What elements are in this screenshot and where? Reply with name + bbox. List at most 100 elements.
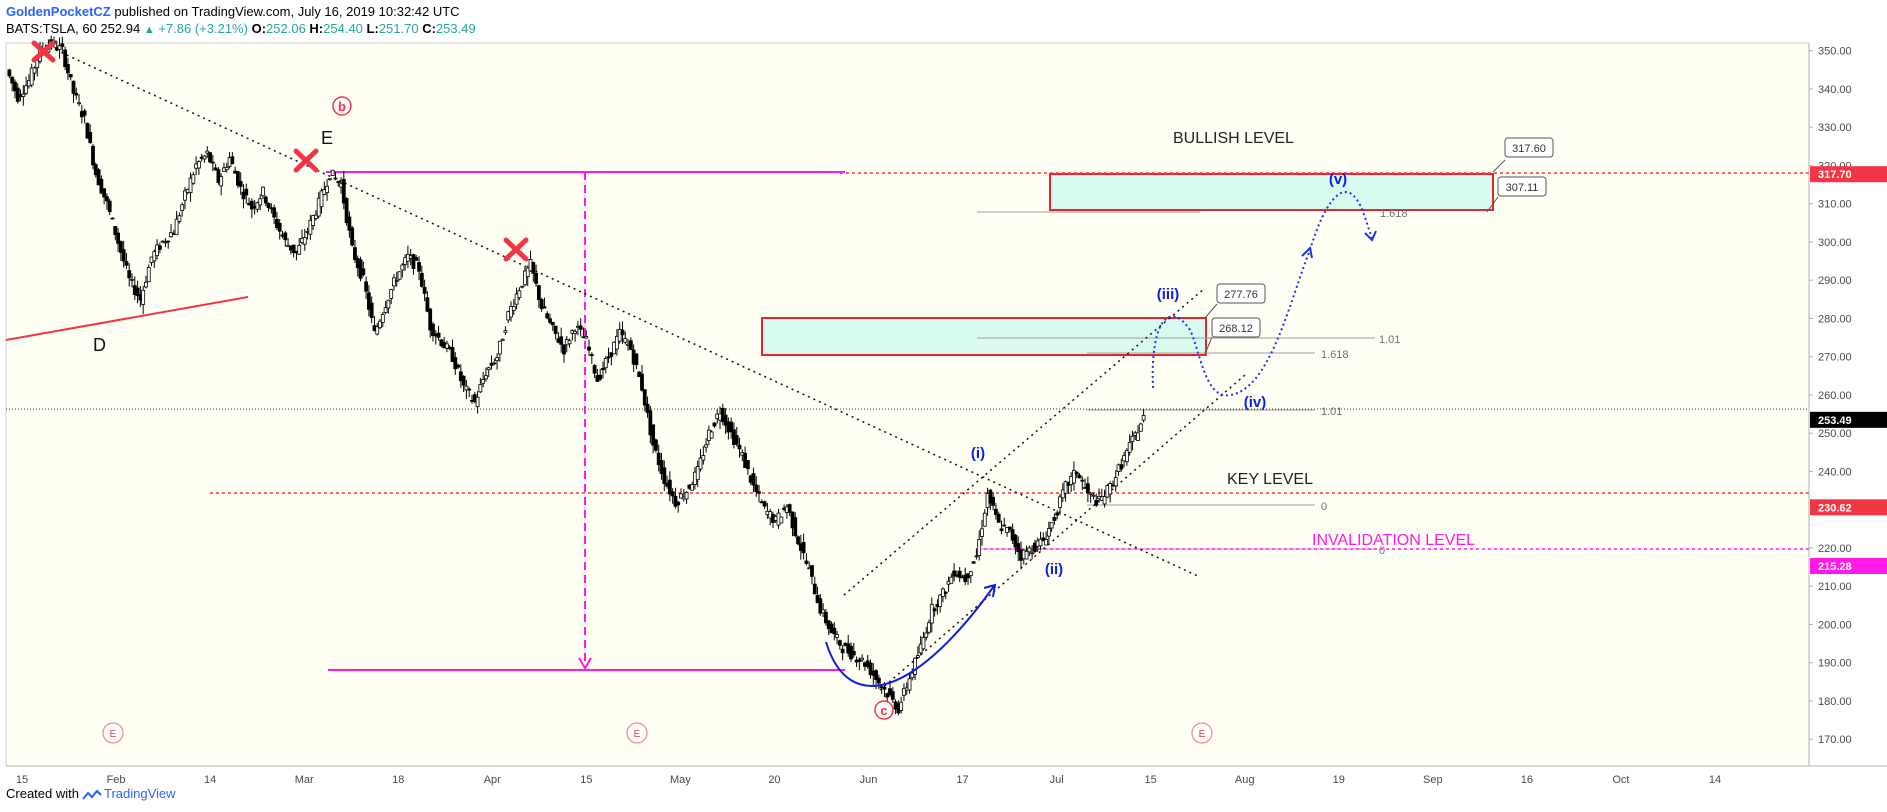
wave-label-i: (i) <box>971 445 985 462</box>
blue-dotted-wave-v[interactable] <box>1309 191 1373 251</box>
time-tick-label: 19 <box>1333 774 1345 786</box>
candle-body <box>205 150 210 154</box>
candle-body <box>110 217 115 220</box>
event-label: E <box>634 729 641 740</box>
candle-body <box>180 204 185 211</box>
candle-body <box>196 161 201 169</box>
candle-body <box>673 495 678 507</box>
candle-body <box>183 190 187 201</box>
candle-body <box>1113 477 1118 487</box>
candle-body <box>116 232 120 244</box>
channel-upper[interactable] <box>843 287 1206 596</box>
candle-body <box>1055 512 1060 516</box>
candle-body <box>277 222 282 232</box>
key-level-label: KEY LEVEL <box>1227 471 1313 488</box>
drawings-layer <box>5 44 1809 691</box>
candle-body <box>818 598 823 614</box>
callout-box[interactable] <box>1497 176 1547 197</box>
red-x-marker[interactable] <box>31 40 56 63</box>
fib-label: 1.618 <box>1380 208 1408 220</box>
candle-body <box>921 637 926 650</box>
time-axis[interactable]: 15 Feb 14 Mar 18 Apr 15 May 20 Jun 17 Jul 15 Aug 19 Sep… <box>6 765 1887 786</box>
earnings-event-marker[interactable] <box>626 722 648 744</box>
candle-body <box>74 92 79 96</box>
blue-dotted-projection[interactable] <box>1151 249 1311 397</box>
target-box-high[interactable] <box>1049 173 1494 211</box>
candle-body <box>860 657 865 661</box>
candle-body <box>1060 489 1065 499</box>
candle-body <box>450 347 455 362</box>
candle-body <box>467 388 472 391</box>
author-link[interactable]: GoldenPocketCZ <box>6 4 111 19</box>
candle-body <box>617 328 622 342</box>
candle-body <box>63 49 68 68</box>
callout-317-60: 317.60 <box>1512 143 1546 155</box>
candle-body <box>400 264 405 271</box>
candle-body <box>425 297 430 312</box>
candle-body <box>283 232 288 241</box>
candle-body <box>982 512 987 527</box>
candle-body <box>609 352 614 357</box>
candle-body <box>272 207 277 218</box>
candle-body <box>562 344 566 355</box>
red-x-marker[interactable] <box>293 148 319 173</box>
candle-body <box>102 188 107 198</box>
callout-box[interactable] <box>1216 283 1266 304</box>
candlestick-series <box>7 35 1146 716</box>
candle-body <box>701 455 706 461</box>
price-axis[interactable]: 350.00340.00330.00320.00310.00300.00290.… <box>1808 43 1887 766</box>
wave-label-iv: (iv) <box>1244 394 1267 411</box>
candle-body <box>1063 481 1068 494</box>
candle-body <box>573 331 578 334</box>
candle-body <box>1085 483 1090 494</box>
tradingview-link[interactable]: TradingView <box>103 786 176 801</box>
candle-body <box>341 178 346 204</box>
price-tick-label: 250.00 <box>1818 428 1852 440</box>
candle-body <box>913 657 917 675</box>
candle-body <box>453 357 458 370</box>
callout-pointer <box>1486 196 1499 213</box>
price-flag-label: 230.62 <box>1818 502 1852 514</box>
tradingview-logo-icon <box>82 789 102 800</box>
candle-body <box>601 368 605 371</box>
candle-body <box>991 496 996 506</box>
time-tick-label: 15 <box>16 774 28 786</box>
candle-body <box>85 122 90 139</box>
price-flag <box>1810 499 1887 516</box>
candle-body <box>857 659 862 662</box>
price-flag <box>1810 411 1887 428</box>
callout-pointer <box>1204 336 1213 355</box>
blue-arc-projection[interactable] <box>825 585 995 687</box>
candle-body <box>642 389 647 406</box>
wave-label-c: c <box>880 703 887 718</box>
candle-body <box>461 375 466 386</box>
fib-label: 1.01 <box>1379 334 1400 346</box>
earnings-event-marker[interactable] <box>1191 722 1213 744</box>
red-support-line[interactable] <box>5 296 249 341</box>
earnings-event-marker[interactable] <box>102 722 124 744</box>
candle-body <box>835 634 839 638</box>
candle-body <box>177 215 182 222</box>
callout-box[interactable] <box>1211 317 1261 338</box>
descending-trendline[interactable] <box>44 44 1201 578</box>
invalidation-level-label: INVALIDATION LEVEL <box>1312 532 1475 549</box>
target-box-mid[interactable] <box>761 317 1207 356</box>
candle-body <box>60 43 65 47</box>
candle-body <box>497 340 502 355</box>
candle-body <box>578 325 583 330</box>
channel-lower[interactable] <box>879 374 1246 691</box>
time-tick-label: Mar <box>295 774 314 786</box>
candle-body <box>628 340 633 350</box>
red-x-marker[interactable] <box>503 237 529 262</box>
candle-body <box>1005 527 1009 533</box>
candle-body <box>166 240 171 243</box>
callout-277-76: 277.76 <box>1224 289 1258 301</box>
candle-body <box>963 574 968 583</box>
price-tick-label: 300.00 <box>1818 237 1852 249</box>
candle-body <box>82 110 87 116</box>
candle-body <box>389 289 394 299</box>
callout-box[interactable] <box>1504 137 1554 158</box>
candle-body <box>213 167 218 171</box>
candle-body <box>932 608 937 612</box>
